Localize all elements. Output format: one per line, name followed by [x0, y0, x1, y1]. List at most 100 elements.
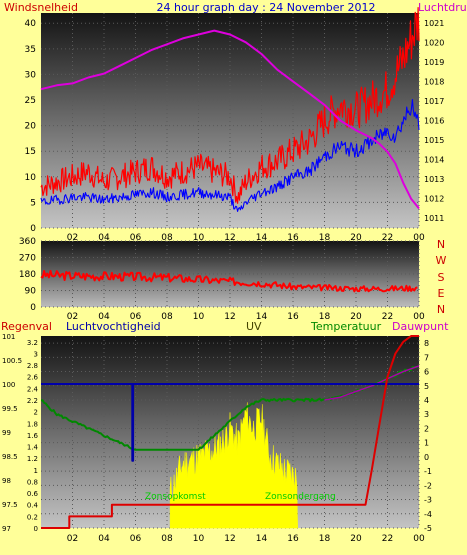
wind-direction-line	[40, 269, 418, 293]
temp-x-tick-label: 16	[287, 534, 299, 544]
temp-x-tick-label: 18	[319, 534, 331, 544]
humidity-y-tick-label: 97.5	[2, 501, 18, 509]
sunset-annotation: Zonsondergang	[265, 492, 336, 502]
wind-y-tick-label: 30	[25, 70, 37, 80]
direction-x-tick-label: 20	[350, 312, 362, 322]
wind-x-tick-label: 16	[287, 233, 299, 243]
dewpoint-legend-label: Dauwpunt	[392, 320, 449, 333]
wind-x-tick-label: 04	[98, 233, 110, 243]
wind-y-tick-label: 35	[25, 45, 36, 55]
temperature-line	[40, 366, 418, 451]
pressure-y-tick-label: 1016	[424, 117, 444, 126]
wind-speed-axis-title: Windsnelheid	[4, 1, 78, 14]
direction-x-tick-label: 02	[67, 312, 78, 322]
direction-label-s: S	[438, 271, 445, 284]
humidity-line	[41, 383, 419, 462]
temperature-y-tick-label: 7	[424, 353, 429, 362]
direction-y-tick-label: 180	[19, 270, 36, 280]
temp-x-tick-label: 08	[161, 534, 173, 544]
pressure-y-tick-label: 1012	[424, 195, 444, 204]
direction-x-tick-label: 22	[382, 312, 393, 322]
direction-x-tick-label: 16	[287, 312, 299, 322]
temperature-y-tick-label: 0	[424, 453, 429, 462]
direction-x-tick-label: 08	[161, 312, 173, 322]
temp-x-tick-label: 00	[413, 534, 425, 544]
chart-title: 24 hour graph day : 24 November 2012	[156, 1, 375, 14]
wind-y-tick-label: 15	[25, 147, 36, 157]
temperature-y-tick-label: 6	[424, 368, 429, 377]
direction-x-tick-label: 14	[256, 312, 268, 322]
humidity-y-tick-label: 99	[2, 429, 11, 437]
direction-y-tick-label: 0	[30, 303, 36, 313]
rain-y-tick-label: 2.4	[27, 385, 39, 393]
humidity-y-tick-label: 101	[2, 333, 15, 341]
direction-x-tick-label: 10	[193, 312, 205, 322]
rain-y-tick-label: 3	[34, 350, 38, 358]
wind-x-tick-label: 02	[67, 233, 78, 243]
wind-y-tick-label: 25	[25, 96, 36, 106]
temperature-y-tick-label: 8	[424, 339, 429, 348]
rain-y-tick-label: 1.8	[27, 420, 38, 428]
wind-x-tick-label: 14	[256, 233, 268, 243]
temperature-y-tick-label: 2	[424, 424, 429, 433]
pressure-line	[40, 29, 420, 210]
rain-y-tick-label: 1.6	[27, 432, 39, 440]
temp-x-tick-label: 04	[98, 534, 110, 544]
rain-y-tick-label: 2.2	[27, 397, 38, 405]
temperature-y-tick-label: -1	[424, 467, 432, 476]
rain-y-tick-label: 1.2	[27, 455, 38, 463]
temperature-y-tick-label: -4	[424, 510, 432, 519]
pressure-y-tick-label: 1015	[424, 136, 444, 145]
wind-y-tick-label: 0	[30, 224, 36, 234]
uv-area	[169, 402, 298, 529]
direction-label-e: E	[438, 287, 445, 300]
wind-x-tick-label: 08	[161, 233, 173, 243]
pressure-y-tick-label: 1017	[424, 97, 444, 106]
rain-y-tick-label: 3.2	[27, 339, 38, 347]
wind-x-tick-label: 10	[193, 233, 205, 243]
temperature-y-tick-label: 5	[424, 382, 429, 391]
humidity-y-tick-label: 99.5	[2, 405, 18, 413]
pressure-y-tick-label: 1020	[424, 38, 444, 47]
rain-y-tick-label: 2.8	[27, 362, 38, 370]
wind-x-tick-label: 00	[413, 233, 425, 243]
rain-y-tick-label: 0.2	[27, 513, 38, 521]
temp-x-tick-label: 10	[193, 534, 205, 544]
pressure-y-tick-label: 1019	[424, 58, 444, 67]
wind-y-tick-label: 40	[25, 19, 37, 29]
rain-y-tick-label: 0.8	[27, 478, 38, 486]
temperature-y-tick-label: -2	[424, 481, 432, 490]
wind-x-tick-label: 06	[130, 233, 142, 243]
rain-y-tick-label: 0	[34, 525, 38, 533]
rain-axis-title: Regenval	[1, 320, 52, 333]
rain-y-tick-label: 2	[34, 409, 38, 417]
temperature-y-tick-label: -5	[424, 524, 432, 533]
gust-line	[40, 98, 420, 212]
rain-y-tick-label: 2.6	[27, 374, 39, 382]
temperature-legend-label: Temperatuur	[310, 320, 382, 333]
rain-line	[41, 335, 419, 529]
rain-y-tick-label: 1.4	[27, 444, 39, 452]
humidity-y-tick-label: 98	[2, 477, 11, 485]
uv-legend-label: UV	[246, 320, 262, 333]
direction-x-tick-label: 04	[98, 312, 110, 322]
direction-label-n-top: N	[437, 238, 445, 251]
wind-pressure-panel	[41, 13, 419, 228]
pressure-y-tick-label: 1013	[424, 175, 444, 184]
direction-label-n-bottom: N	[437, 303, 445, 316]
pressure-y-tick-label: 1014	[424, 156, 444, 165]
wind-y-tick-label: 5	[30, 198, 36, 208]
rain-y-tick-label: 1	[34, 467, 38, 475]
temp-x-tick-label: 02	[67, 534, 78, 544]
temp-x-tick-label: 22	[382, 534, 393, 544]
direction-y-tick-label: 270	[19, 254, 36, 264]
temp-x-tick-label: 20	[350, 534, 362, 544]
humidity-y-tick-label: 100.5	[2, 357, 22, 365]
wind-x-tick-label: 12	[224, 233, 235, 243]
direction-x-tick-label: 12	[224, 312, 235, 322]
wind-x-tick-label: 18	[319, 233, 331, 243]
pressure-y-tick-label: 1018	[424, 77, 444, 86]
sunrise-annotation: Zonsopkomst	[145, 492, 206, 502]
